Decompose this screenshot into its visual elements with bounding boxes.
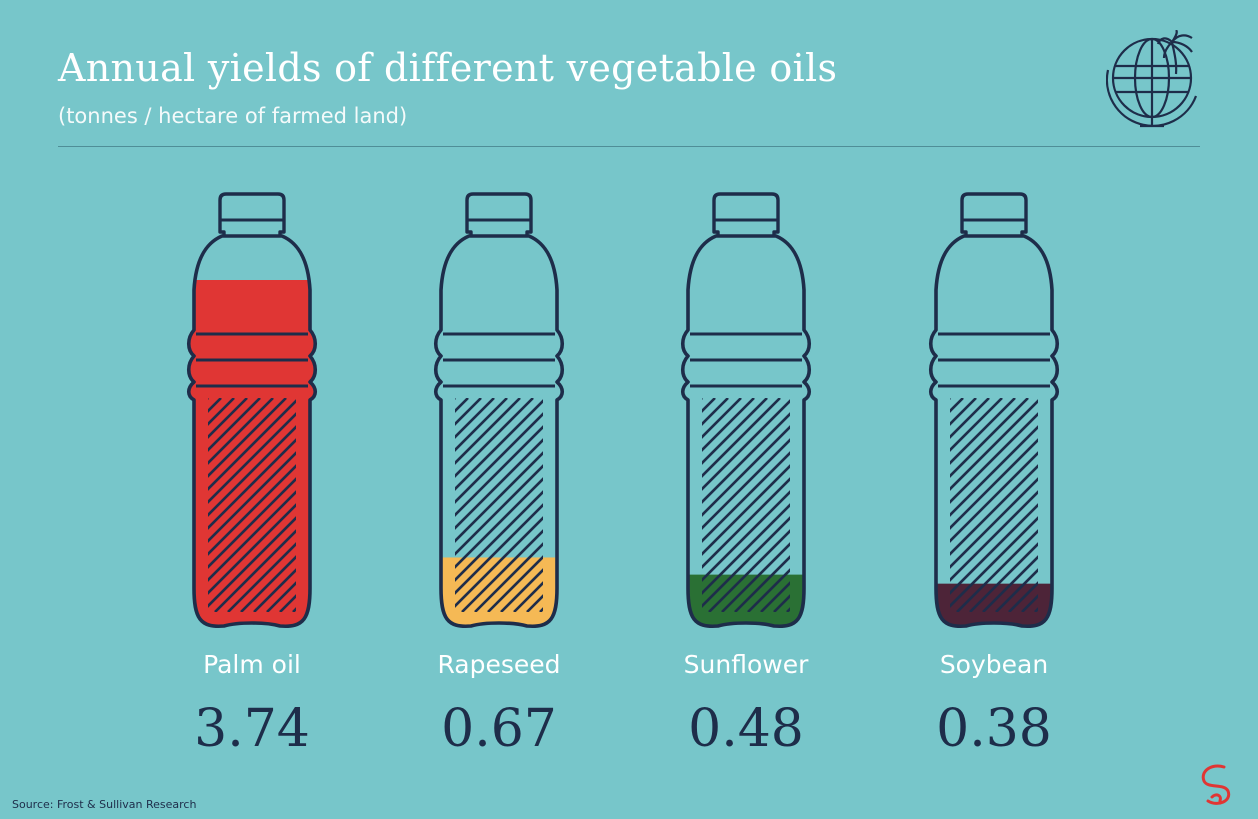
chart-title: Annual yields of different vegetable oil… [58, 46, 838, 90]
value-label: 3.74 [194, 699, 310, 759]
value-label: 0.48 [688, 699, 804, 759]
header-divider [58, 146, 1200, 147]
source-note: Source: Frost & Sullivan Research [12, 798, 197, 811]
label-hatch [455, 398, 543, 612]
brand-mark-icon [1201, 764, 1231, 805]
bar-soybean [930, 583, 1058, 627]
category-label: Rapeseed [437, 650, 560, 679]
category-label: Palm oil [203, 650, 301, 679]
globe-palm-tree-icon [1106, 30, 1198, 128]
label-hatch [702, 398, 790, 612]
chart-subtitle: (tonnes / hectare of farmed land) [58, 104, 408, 128]
bottle-soybean: Soybean 0.38 [928, 192, 1060, 759]
bar-rapeseed [435, 557, 563, 627]
value-label: 0.67 [441, 699, 557, 759]
value-label: 0.38 [936, 699, 1052, 759]
bottle-sunflower: Sunflower 0.48 [680, 192, 812, 759]
label-hatch [208, 398, 296, 612]
category-label: Soybean [940, 650, 1048, 679]
bottle-palm-oil: Palm oil 3.74 [186, 192, 318, 759]
label-hatch [950, 398, 1038, 612]
bar-sunflower [682, 574, 810, 627]
category-label: Sunflower [684, 650, 809, 679]
bottle-rapeseed: Rapeseed 0.67 [433, 192, 565, 759]
